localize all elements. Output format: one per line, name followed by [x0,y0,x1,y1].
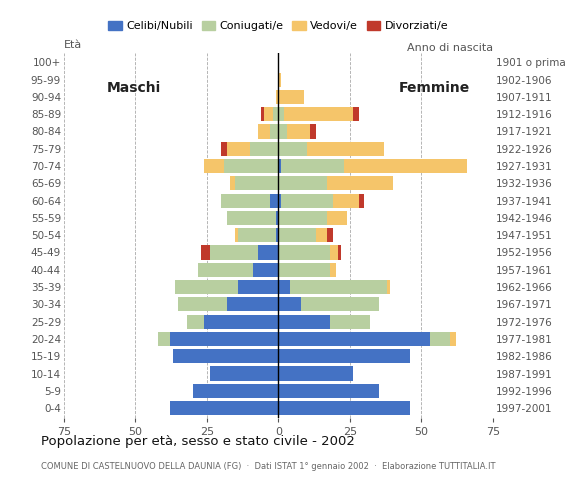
Bar [290,280,387,294]
Bar [278,297,301,312]
Bar [278,349,410,363]
Bar [230,176,235,191]
Bar [172,349,278,363]
Bar [170,401,278,415]
Bar [227,297,278,312]
Bar [330,263,336,277]
Bar [339,245,342,260]
Bar [235,176,278,191]
Bar [276,211,278,225]
Bar [287,124,310,139]
Bar [170,332,278,346]
Bar [278,366,353,381]
Bar [327,228,333,242]
Text: Età: Età [64,40,82,50]
Bar [198,263,253,277]
Legend: Celibi/Nubili, Coniugati/e, Vedovi/e, Divorziati/e: Celibi/Nubili, Coniugati/e, Vedovi/e, Di… [104,16,453,36]
Bar [327,211,347,225]
Bar [358,193,364,208]
Bar [278,176,327,191]
Bar [278,211,327,225]
Bar [281,193,333,208]
Bar [276,90,278,104]
Bar [284,107,353,121]
Bar [238,280,278,294]
Bar [258,124,270,139]
Bar [278,384,379,398]
Bar [278,332,430,346]
Bar [278,245,330,260]
Bar [253,263,278,277]
Bar [278,314,330,329]
Bar [278,124,287,139]
Bar [227,142,250,156]
Bar [250,142,278,156]
Bar [204,159,224,173]
Bar [210,366,278,381]
Bar [178,297,227,312]
Bar [224,159,278,173]
Text: Maschi: Maschi [107,81,161,95]
Bar [316,228,327,242]
Bar [201,245,210,260]
Bar [278,193,281,208]
Bar [330,314,370,329]
Bar [235,228,238,242]
Bar [158,332,170,346]
Bar [264,107,273,121]
Bar [278,401,410,415]
Text: COMUNE DI CASTELNUOVO DELLA DAUNIA (FG)  ·  Dati ISTAT 1° gennaio 2002  ·  Elabo: COMUNE DI CASTELNUOVO DELLA DAUNIA (FG) … [41,462,495,471]
Bar [210,245,258,260]
Bar [278,72,281,87]
Text: Anno di nascita: Anno di nascita [407,43,493,53]
Bar [450,332,456,346]
Bar [310,124,316,139]
Bar [276,228,278,242]
Bar [261,107,264,121]
Text: Femmine: Femmine [398,81,470,95]
Bar [278,263,330,277]
Bar [344,159,467,173]
Bar [278,159,281,173]
Text: Popolazione per età, sesso e stato civile - 2002: Popolazione per età, sesso e stato civil… [41,435,354,448]
Bar [278,90,304,104]
Bar [278,280,290,294]
Bar [333,193,358,208]
Bar [270,124,278,139]
Bar [193,384,278,398]
Bar [307,142,385,156]
Bar [273,107,278,121]
Bar [281,159,344,173]
Bar [175,280,238,294]
Bar [238,228,276,242]
Bar [278,107,284,121]
Bar [430,332,450,346]
Bar [187,314,204,329]
Bar [278,228,316,242]
Bar [270,193,278,208]
Bar [301,297,379,312]
Bar [204,314,278,329]
Bar [353,107,358,121]
Bar [330,245,339,260]
Bar [258,245,278,260]
Bar [221,142,227,156]
Bar [227,211,276,225]
Bar [278,142,307,156]
Bar [221,193,270,208]
Bar [327,176,393,191]
Bar [387,280,390,294]
